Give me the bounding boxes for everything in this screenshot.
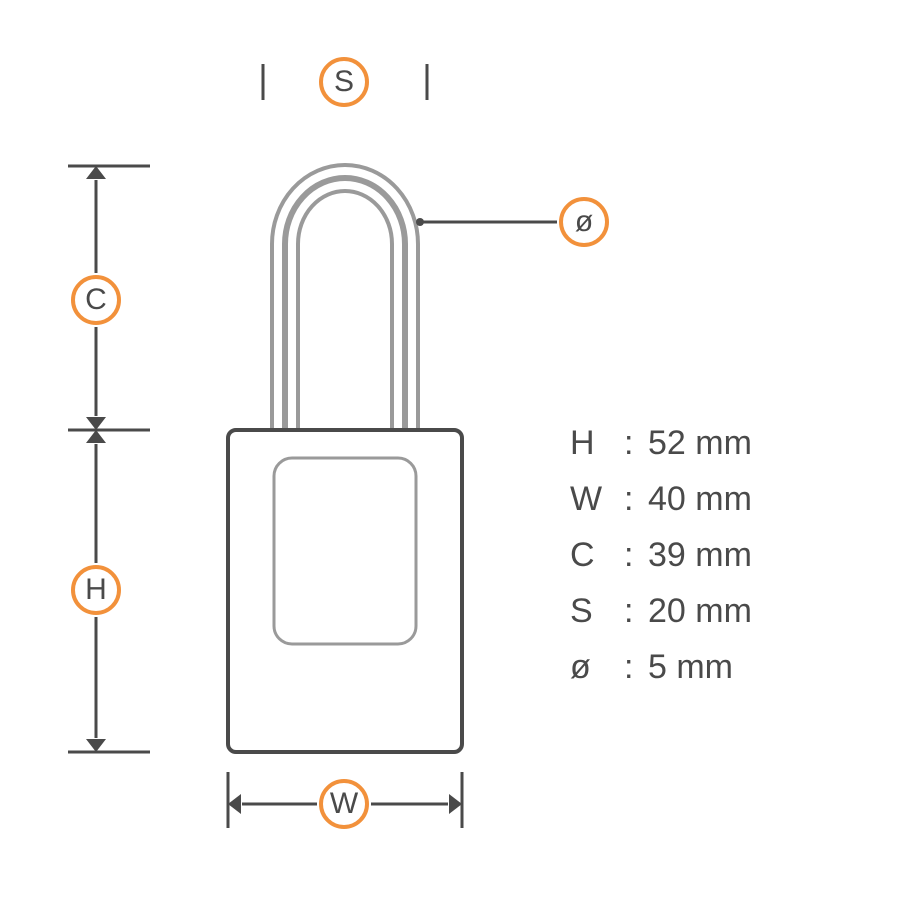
dimension-separator: : <box>624 536 648 575</box>
dimension-row: C:39 mm <box>570 536 752 592</box>
diagram-canvas: S C H W ø H:52 mmW:40 mmC:39 mmS:20 mmø:… <box>0 0 900 900</box>
dimension-value: 39 mm <box>648 536 752 575</box>
dimension-separator: : <box>624 592 648 631</box>
dimension-key: H <box>570 424 624 463</box>
badge-s-label: S <box>334 65 354 99</box>
badge-c-label: C <box>85 283 107 317</box>
dimension-row: H:52 mm <box>570 424 752 480</box>
dimension-value: 52 mm <box>648 424 752 463</box>
dimension-row: W:40 mm <box>570 480 752 536</box>
dimension-row: S:20 mm <box>570 592 752 648</box>
dimension-key: C <box>570 536 624 575</box>
badge-h: H <box>71 565 121 615</box>
dimension-value: 20 mm <box>648 592 752 631</box>
dimension-separator: : <box>624 424 648 463</box>
dimension-value: 5 mm <box>648 648 733 687</box>
dimension-key: S <box>570 592 624 631</box>
badge-diameter: ø <box>559 197 609 247</box>
padlock-diagram <box>0 0 900 900</box>
badge-c: C <box>71 275 121 325</box>
dimension-row: ø:5 mm <box>570 648 752 704</box>
dimension-key: ø <box>570 648 624 687</box>
dimension-value: 40 mm <box>648 480 752 519</box>
dimension-separator: : <box>624 648 648 687</box>
dimension-key: W <box>570 480 624 519</box>
dimension-list: H:52 mmW:40 mmC:39 mmS:20 mmø:5 mm <box>570 424 752 704</box>
badge-h-label: H <box>85 573 107 607</box>
dimension-separator: : <box>624 480 648 519</box>
badge-w: W <box>319 779 369 829</box>
badge-w-label: W <box>330 787 358 821</box>
badge-s: S <box>319 57 369 107</box>
badge-dia-label: ø <box>575 205 593 239</box>
